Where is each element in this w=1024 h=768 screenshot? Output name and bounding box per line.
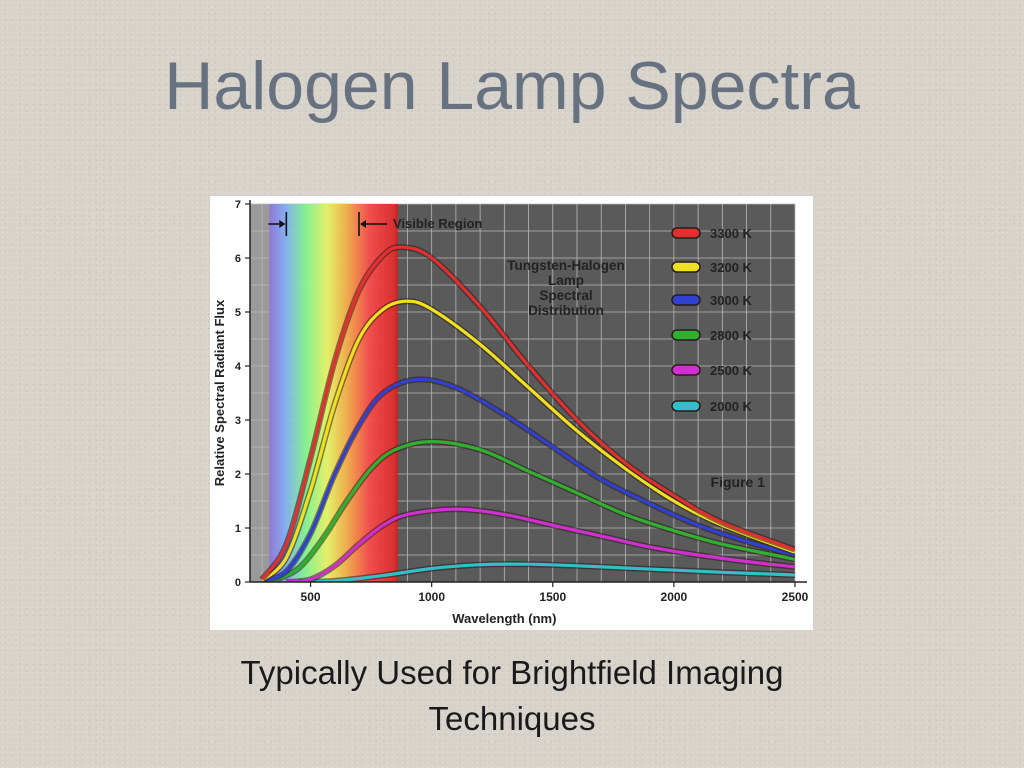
slide-caption: Typically Used for Brightfield Imaging T… [0,650,1024,742]
series-line-2000K [298,562,795,582]
x-axis-label: Wavelength (nm) [452,611,556,626]
series-line-2500K [286,507,795,582]
caption-line-1: Typically Used for Brightfield Imaging [240,654,784,691]
x-tick-label: 2500 [782,590,809,604]
axes: 0 1 2 3 4 5 6 7 500 1000 1500 2000 2500 Wavelength (n… [212,199,809,626]
y-tick-label: 5 [235,307,241,319]
spectra-chart: 0 1 2 3 4 5 6 7 500 1000 1500 2000 2500 Wavelength (n… [212,199,809,626]
series-line-3000K [261,377,795,582]
legend-swatch [671,227,701,239]
legend-label: 2500 K [710,363,753,378]
y-tick-label: 0 [235,577,241,589]
y-tick-label: 1 [235,523,241,535]
series-layer [259,244,795,582]
y-tick-label: 7 [235,199,241,211]
legend-swatch [671,364,701,376]
y-tick-label: 4 [235,361,242,373]
legend-label: 3000 K [710,293,753,308]
legend-label: 2000 K [710,399,753,414]
y-tick-label: 3 [235,415,241,427]
y-tick-label: 2 [235,469,241,481]
visible-right-arrowhead [360,220,366,228]
caption-line-2: Techniques [428,700,596,737]
visible-left-arrowhead [279,220,286,228]
y-tick-label: 6 [235,253,241,265]
spectra-figure: 0 1 2 3 4 5 6 7 500 1000 1500 2000 2500 Wavelength (n… [210,196,813,630]
legend-label: 3200 K [710,260,753,275]
y-axis-label: Relative Spectral Radiant Flux [212,299,227,486]
chart-title-line: Spectral [539,288,592,303]
legend-swatch [671,329,701,341]
legend-swatch [671,400,701,412]
legend-label: 2800 K [710,328,753,343]
legend-swatch [671,294,701,306]
legend-swatch [671,261,701,273]
annotations: Visible Region Tungsten-HalogenLampSpectr… [268,212,765,490]
series-line-3200K [260,299,795,582]
figure-label: Figure 1 [711,474,766,490]
chart-title-line: Distribution [528,303,604,318]
chart-title-line: Tungsten-Halogen [507,258,625,273]
slide-title: Halogen Lamp Spectra [164,48,860,124]
chart-title-line: Lamp [548,273,584,288]
x-tick-label: 1000 [418,590,445,604]
series-line-3300K [260,245,795,581]
series-line-2800K [273,439,795,582]
x-tick-label: 500 [301,590,321,604]
x-tick-label: 1500 [539,590,566,604]
x-tick-label: 2000 [661,590,688,604]
legend-label: 3300 K [710,226,753,241]
visible-region-label: Visible Region [393,216,482,231]
legend: 3300 K 3200 K 3000 K 2800 K 2500 K 2000 K [671,226,753,414]
series-group [259,244,795,582]
